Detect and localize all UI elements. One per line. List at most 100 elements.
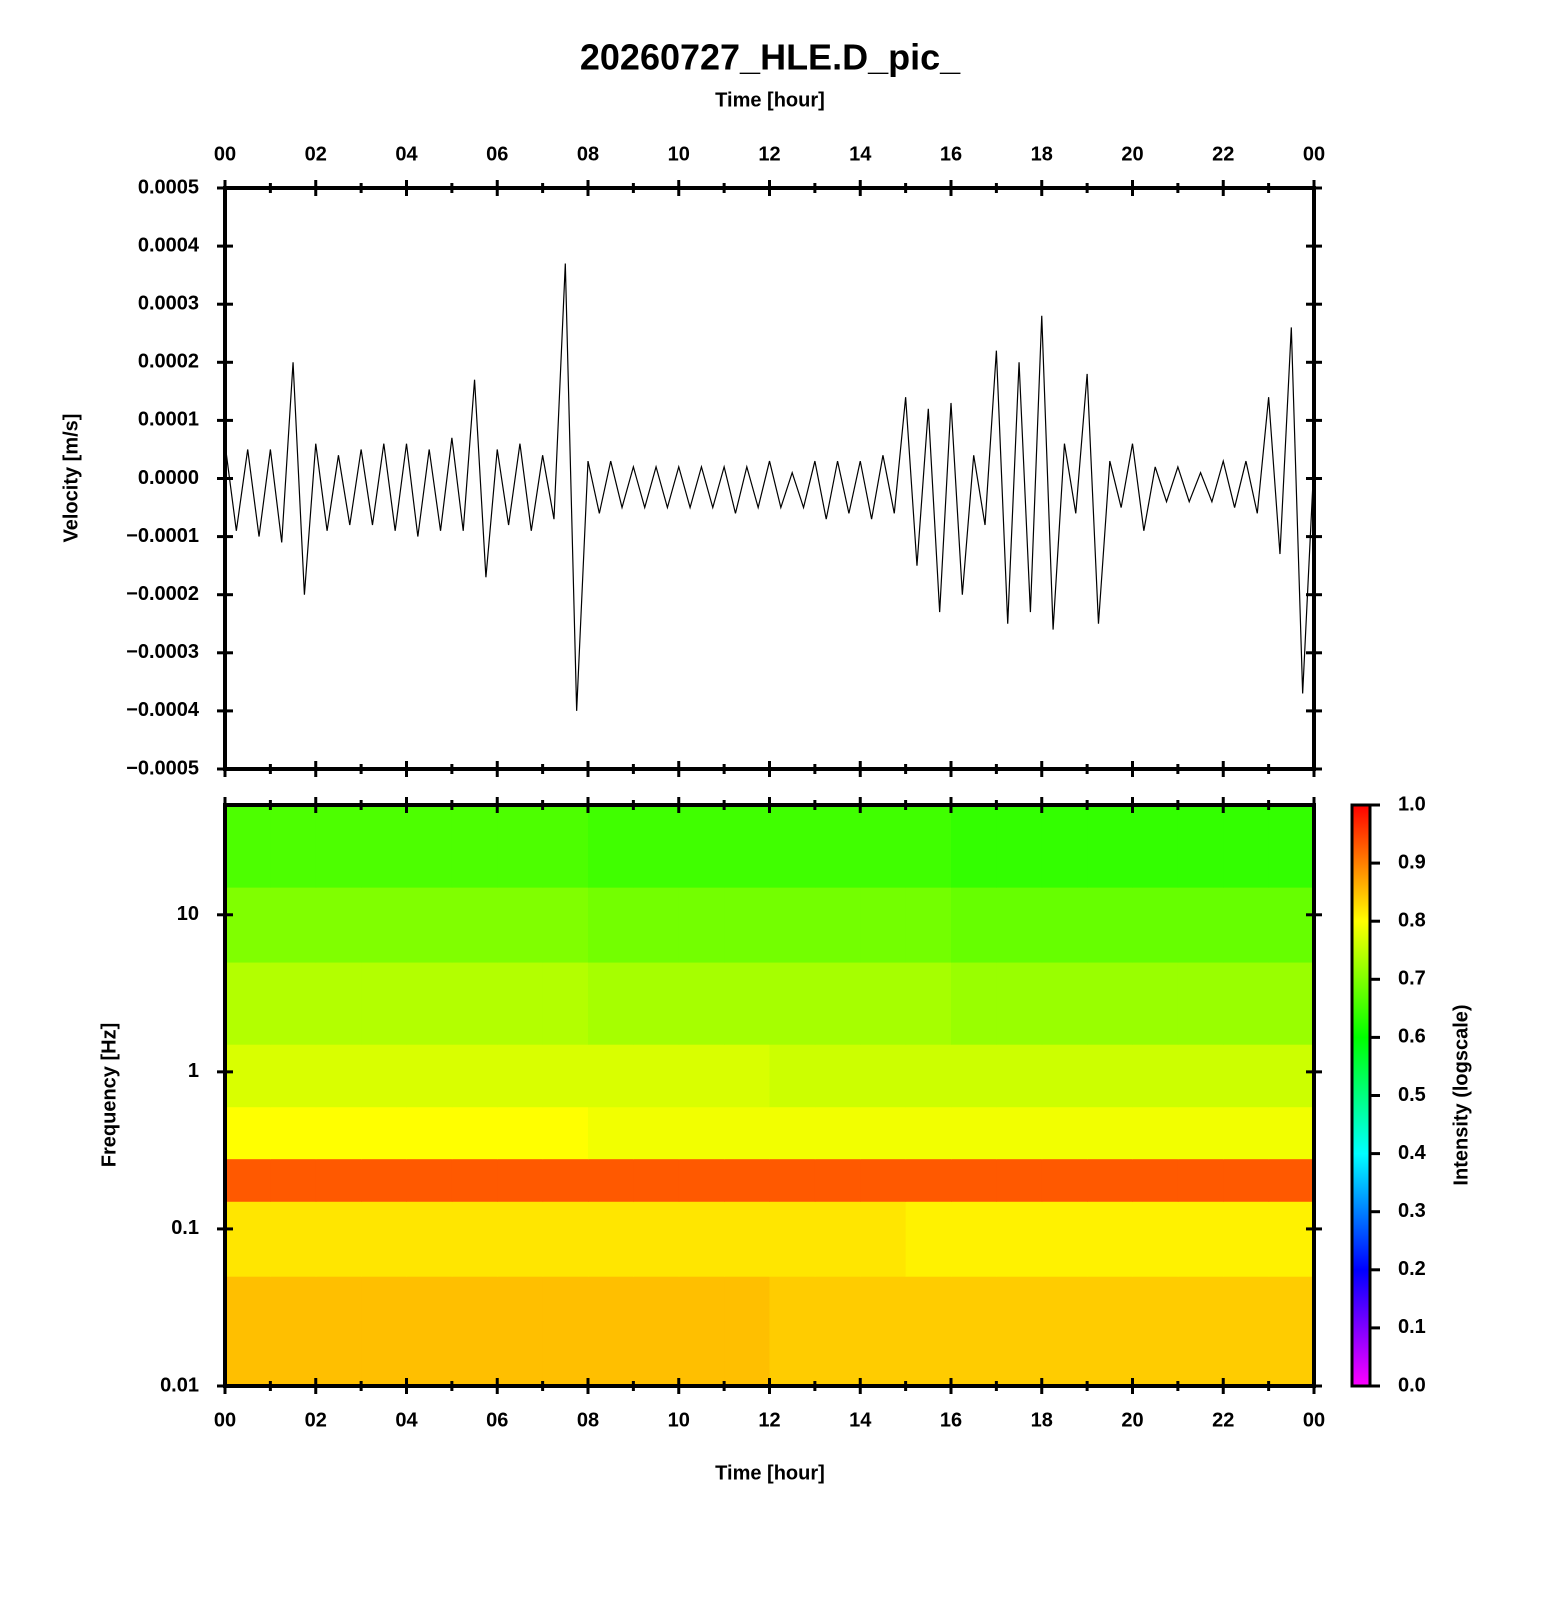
heatmap-cell	[270, 1276, 317, 1387]
heatmap-cell	[678, 805, 725, 888]
heatmap-cell	[497, 1158, 544, 1202]
heatmap-cell	[905, 1158, 952, 1202]
x-tick-label: 18	[1031, 143, 1053, 165]
heatmap-cell	[1177, 1201, 1224, 1277]
heatmap-cell	[769, 1201, 816, 1277]
x-tick-label: 00	[1303, 1409, 1325, 1431]
heatmap-cell	[1268, 887, 1315, 963]
x-tick-label: 06	[486, 143, 508, 165]
heatmap-cell	[542, 1106, 589, 1160]
heatmap-cell	[361, 1044, 407, 1108]
heatmap-cell	[678, 1044, 725, 1108]
heatmap-cell	[996, 1201, 1043, 1277]
heatmap-cell	[996, 1276, 1043, 1387]
y-tick-label: 0.0001	[138, 409, 199, 431]
heatmap-cell	[814, 887, 861, 963]
heatmap-cell	[1268, 1044, 1315, 1108]
heatmap-cell	[860, 1201, 907, 1277]
heatmap-cell	[905, 1276, 952, 1387]
heatmap-cell	[588, 805, 634, 888]
y-tick-label: −0.0005	[126, 757, 199, 779]
x-tick-label: 00	[214, 1409, 236, 1431]
heatmap-cell	[497, 1276, 544, 1387]
heatmap-cell	[860, 1044, 907, 1108]
colorbar-tick-label: 0.3	[1398, 1200, 1426, 1222]
heatmap-cell	[996, 1106, 1043, 1160]
heatmap-cell	[678, 1276, 725, 1387]
heatmap-cell	[1132, 1158, 1179, 1202]
plot-area	[225, 188, 1314, 769]
heatmap-cell	[1268, 1276, 1315, 1387]
heatmap-cell	[951, 1044, 997, 1108]
x-tick-label: 12	[758, 143, 780, 165]
x-tick-label: 12	[758, 1409, 780, 1431]
heatmap-cell	[315, 887, 362, 963]
x-tick-label: 08	[577, 1409, 599, 1431]
heatmap-cell	[588, 1276, 634, 1387]
heatmap-cell	[270, 805, 317, 888]
heatmap-cell	[1223, 1276, 1270, 1387]
heatmap-cell	[860, 887, 907, 963]
trace	[224, 263, 1315, 711]
heatmap-cell	[225, 1201, 271, 1277]
heatmap-cell	[406, 1044, 453, 1108]
heatmap-cell	[315, 1201, 362, 1277]
heatmap-cell	[905, 805, 952, 888]
colorbar	[1350, 803, 1372, 1388]
heatmap-cell	[1132, 1276, 1179, 1387]
heatmap-cell	[905, 1044, 952, 1108]
heatmap-cell	[724, 805, 770, 888]
heatmap-cell	[315, 962, 362, 1045]
heatmap-cell	[1177, 962, 1224, 1045]
heatmap-cell	[951, 1201, 997, 1277]
x-tick-label: 00	[1303, 143, 1325, 165]
heatmap-cell	[814, 962, 861, 1045]
heatmap-cell	[225, 1106, 271, 1160]
colorbar-tick-label: 0.1	[1398, 1316, 1426, 1338]
y-tick-label: 0.0000	[138, 467, 199, 489]
heatmap-cell	[588, 887, 634, 963]
heatmap-cell	[905, 1106, 952, 1160]
y-tick-label: 0.0002	[138, 351, 199, 373]
x-tick-label: 04	[395, 143, 418, 165]
heatmap-cell	[996, 1044, 1043, 1108]
heatmap-cell	[724, 1201, 770, 1277]
heatmap-cell	[451, 962, 498, 1045]
heatmap-cell	[814, 805, 861, 888]
heatmap-cell	[588, 962, 634, 1045]
y-tick-label: 0.1	[171, 1217, 199, 1239]
heatmap-cell	[769, 887, 816, 963]
y-tick-label: −0.0003	[126, 641, 199, 663]
heatmap-cell	[814, 1044, 861, 1108]
heatmap-cell	[225, 887, 271, 963]
y-axis-label: Frequency [Hz]	[98, 1023, 120, 1167]
heatmap-cell	[361, 887, 407, 963]
heatmap-cell	[406, 1201, 453, 1277]
heatmap-cell	[406, 805, 453, 888]
heatmap-cell	[1177, 1106, 1224, 1160]
heatmap-cell	[769, 962, 816, 1045]
heatmap-cell	[361, 962, 407, 1045]
colorbar-tick-label: 0.4	[1398, 1142, 1427, 1164]
heatmap-cell	[860, 1158, 907, 1202]
x-tick-label: 14	[849, 143, 872, 165]
heatmap-cell	[1087, 1276, 1133, 1387]
heatmap-cell	[1177, 805, 1224, 888]
heatmap-cell	[406, 962, 453, 1045]
heatmap-cell	[905, 962, 952, 1045]
heatmap-cell	[315, 1044, 362, 1108]
x-tick-label: 22	[1212, 1409, 1234, 1431]
x-tick-label: 16	[940, 143, 962, 165]
heatmap-cell	[724, 1044, 770, 1108]
heatmap-cell	[1132, 805, 1179, 888]
heatmap-cell	[678, 1201, 725, 1277]
heatmap-cell	[270, 887, 317, 963]
heatmap-cell	[1132, 1106, 1179, 1160]
heatmap-cell	[814, 1201, 861, 1277]
heatmap-cell	[724, 1106, 770, 1160]
heatmap-cell	[315, 1158, 362, 1202]
heatmap-cell	[1087, 805, 1133, 888]
heatmap-cell	[1132, 887, 1179, 963]
